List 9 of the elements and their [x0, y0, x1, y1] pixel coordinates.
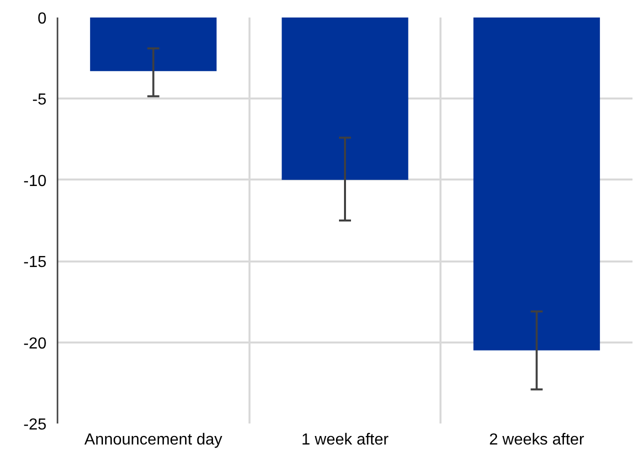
x-tick-label: Announcement day	[84, 432, 222, 448]
x-tick-label: 1 week after	[301, 432, 390, 448]
y-tick-label: -15	[23, 254, 47, 272]
y-tick-label: -25	[23, 416, 47, 434]
y-tick-label: 0	[38, 10, 47, 28]
y-tick-label: -20	[23, 335, 47, 352]
y-tick-label: -10	[23, 172, 47, 190]
x-tick-label: 2 weeks after	[489, 432, 585, 448]
y-tick-label: -5	[32, 92, 47, 109]
